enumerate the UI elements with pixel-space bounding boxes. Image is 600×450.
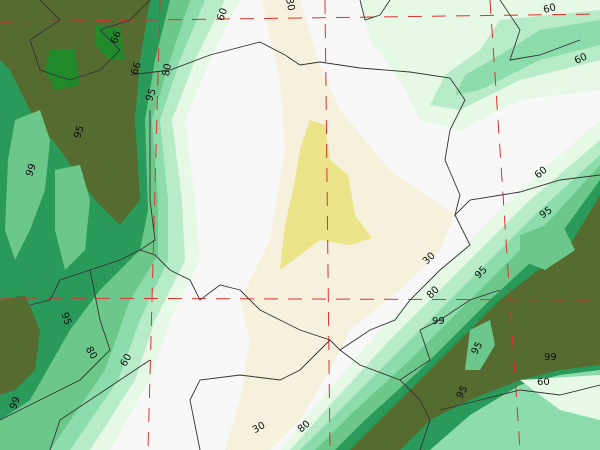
region-se-south-white [520,375,600,420]
region-se-95-patch [465,220,575,370]
region-west-99-south [0,295,40,395]
contour-label: 60 [537,377,550,388]
region-west-90-patch [5,110,90,270]
region-se-99 [350,195,600,450]
contour-label: 99 [8,395,23,411]
contour-label: 95 [72,124,87,140]
contour-label: 60 [573,52,589,67]
contour-label: 95 [144,87,159,103]
contour-label: 99 [544,352,557,363]
region-very-low-humidity [280,120,372,270]
contour-label: 99 [127,60,142,76]
contour-label: 99 [107,29,122,45]
contour-label: 95 [58,311,73,327]
contour-label: 80 [161,63,174,77]
region-west-97 [45,25,125,90]
contour-label: 60 [215,7,230,23]
contour-label: 99 [432,316,445,327]
contour-label: 99 [24,162,39,178]
contour-label: 60 [542,2,557,16]
contour-label: 30 [283,0,296,12]
contour-labels: 60 30 60 60 60 95 30 95 80 99 95 99 60 9… [8,0,589,436]
